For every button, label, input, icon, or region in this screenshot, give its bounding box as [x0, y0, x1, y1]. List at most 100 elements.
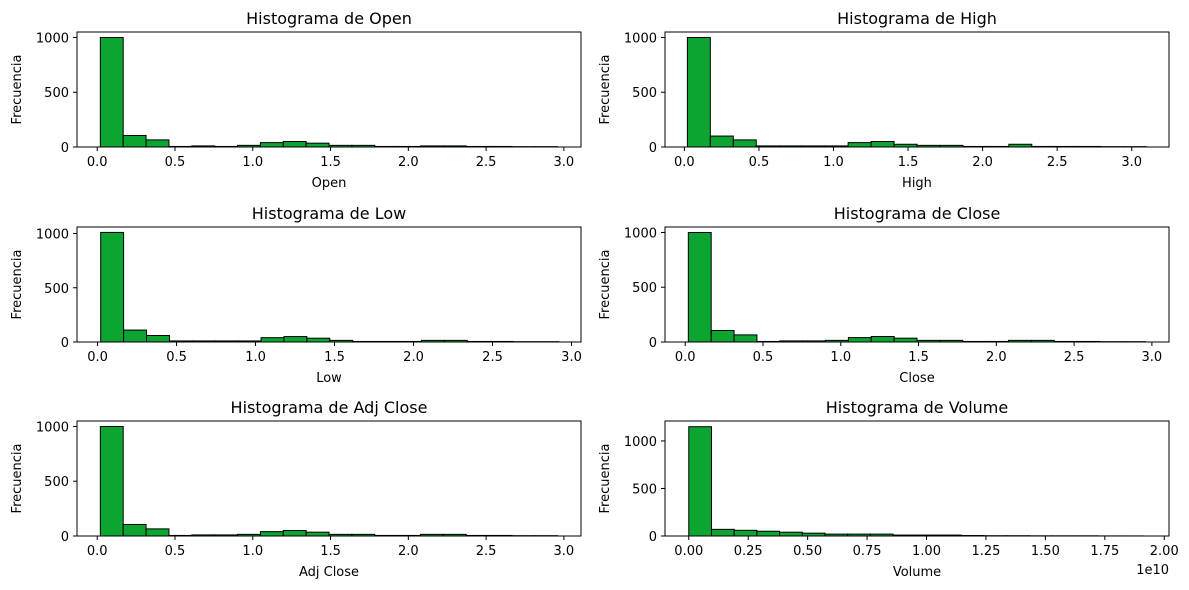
x-tick-label: 0.75	[853, 544, 882, 559]
histogram-panel-5: 0.0 0.5 1.0 1.5 2.0 2.5 3.0 0 500 1000 Histograma …	[10, 398, 582, 580]
histogram-bar	[283, 336, 308, 343]
chart-title: Histograma de Adj Close	[231, 398, 428, 417]
histogram-bar	[145, 139, 170, 148]
y-tick-label: 500	[632, 482, 657, 497]
axes-frame	[76, 226, 582, 343]
y-tick-label: 1000	[36, 31, 69, 46]
x-tick-label: 3.0	[554, 544, 575, 559]
histogram-bar	[260, 337, 285, 343]
chart-title: Histograma de Volume	[826, 398, 1008, 417]
x-tick-label: 1.25	[971, 544, 1000, 559]
histogram-bar	[756, 530, 781, 537]
y-tick-label: 500	[44, 86, 69, 101]
axes-frame	[664, 420, 1170, 537]
y-tick-label: 0	[61, 530, 69, 545]
y-tick-label: 0	[649, 141, 657, 156]
x-tick-label: 1.50	[1031, 544, 1060, 559]
x-tick-label: 0.0	[87, 544, 108, 559]
histogram-panel-3: 0.0 0.5 1.0 1.5 2.0 2.5 3.0 0 500 1000 Histograma …	[10, 204, 582, 386]
y-axis-label: Frecuencia	[10, 55, 25, 125]
histogram-bar	[100, 231, 125, 343]
x-tick-label: 2.0	[398, 544, 419, 559]
x-tick-label: 1.5	[908, 350, 929, 365]
x-tick-label: 0.25	[734, 544, 763, 559]
y-tick-label: 1000	[624, 31, 657, 46]
x-tick-label: 0.50	[793, 544, 822, 559]
x-tick-label: 0.5	[166, 350, 187, 365]
y-tick-label: 1000	[624, 435, 657, 450]
y-tick-label: 500	[632, 281, 657, 296]
x-tick-label: 2.0	[403, 350, 424, 365]
y-tick-label: 1000	[36, 228, 69, 243]
histogram-bar	[282, 141, 307, 148]
axes-frame	[664, 226, 1170, 343]
x-tick-label: 2.0	[972, 155, 993, 170]
x-tick-label: 3.0	[561, 350, 582, 365]
x-tick-label: 1.5	[324, 350, 345, 365]
x-tick-label: 2.5	[482, 350, 503, 365]
x-axis-label: Adj Close	[299, 565, 359, 580]
histogram-bar	[146, 334, 170, 343]
x-tick-label: 1.0	[242, 544, 263, 559]
x-tick-label: 1.5	[320, 544, 341, 559]
x-tick-label: 0.5	[165, 155, 186, 170]
x-tick-label: 3.0	[554, 155, 575, 170]
x-tick-label: 0.5	[165, 544, 186, 559]
histogram-bar	[893, 337, 918, 343]
x-axis-label: High	[902, 176, 932, 191]
x-tick-label: 0.0	[87, 155, 108, 170]
x-tick-label: 2.0	[986, 350, 1007, 365]
x-tick-label: 0.00	[674, 544, 703, 559]
x-tick-label: 1.5	[320, 155, 341, 170]
histogram-bar	[732, 139, 757, 148]
histogram-bar	[305, 142, 330, 148]
x-tick-label: 3.0	[1142, 350, 1163, 365]
histogram-bar	[870, 336, 895, 343]
y-axis-label: Frecuencia	[598, 55, 613, 125]
x-axis-label: Volume	[893, 565, 941, 580]
y-axis-label: Frecuencia	[10, 250, 25, 320]
histogram-bar	[779, 531, 803, 537]
histogram-bar	[733, 529, 758, 537]
y-tick-label: 500	[44, 282, 69, 297]
x-tick-label: 2.5	[476, 544, 497, 559]
x-tick-label: 1.0	[830, 350, 851, 365]
histogram-bar	[122, 524, 147, 537]
histogram-bar	[99, 425, 124, 537]
histogram-panel-2: 0.0 0.5 1.0 1.5 2.0 2.5 3.0 0 500 1000 Histograma …	[598, 9, 1170, 191]
y-axis-label: Frecuencia	[10, 444, 25, 514]
x-tick-label: 0.0	[674, 155, 695, 170]
histogram-bar	[686, 36, 711, 148]
y-tick-label: 1000	[36, 420, 69, 435]
histogram-bar	[282, 530, 307, 537]
histogram-bar	[99, 36, 124, 148]
histogram-bar	[733, 334, 758, 343]
y-tick-label: 0	[649, 530, 657, 545]
histogram-bar	[305, 531, 330, 537]
x-tick-label: 1.5	[898, 155, 919, 170]
chart-title: Histograma de Open	[246, 9, 412, 28]
histogram-bar	[710, 528, 735, 537]
x-tick-label: 2.0	[398, 155, 419, 170]
x-tick-label: 0.0	[675, 350, 696, 365]
histogram-bar	[145, 528, 170, 537]
y-tick-label: 1000	[624, 226, 657, 241]
y-tick-label: 500	[632, 86, 657, 101]
histogram-panel-4: 0.0 0.5 1.0 1.5 2.0 2.5 3.0 0 500 1000 Histograma …	[598, 204, 1170, 386]
chart-title: Histograma de Close	[834, 204, 1001, 223]
chart-title: Histograma de Low	[252, 204, 406, 223]
y-tick-label: 0	[649, 336, 657, 351]
x-tick-label: 0.0	[87, 350, 108, 365]
x-axis-label: Close	[899, 371, 934, 386]
x-tick-label: 2.00	[1150, 544, 1179, 559]
histogram-panel-1: 0.0 0.5 1.0 1.5 2.0 2.5 3.0 0 500 1000 Histograma …	[10, 9, 582, 191]
x-tick-label: 2.5	[476, 155, 497, 170]
histogram-panel-6: 0.00 0.25 0.50 0.75 1.00 1.25 1.50 1.75 2.00 0 500…	[598, 398, 1179, 580]
histogram-bar	[687, 231, 712, 343]
x-tick-label: 1.0	[245, 350, 266, 365]
histogram-bar	[306, 337, 331, 343]
x-tick-label: 2.5	[1047, 155, 1068, 170]
histogram-bar	[709, 135, 734, 148]
x-tick-label: 1.75	[1090, 544, 1119, 559]
histogram-bar	[847, 142, 872, 148]
